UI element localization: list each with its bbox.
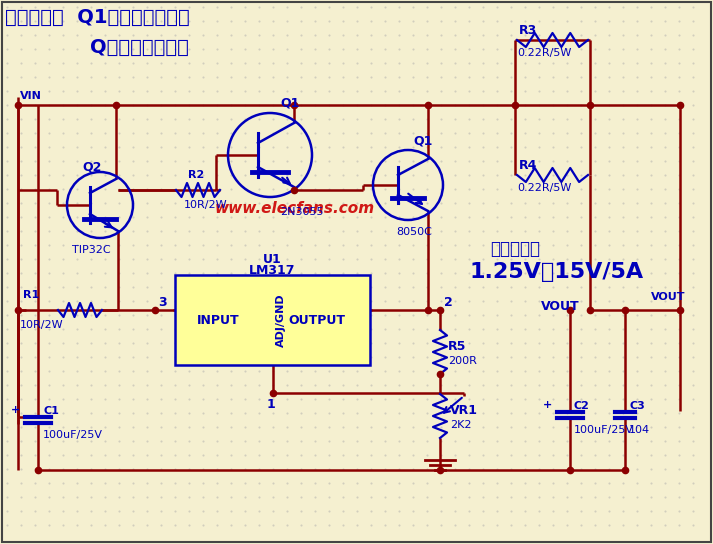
Text: 0.22R/5W: 0.22R/5W (517, 183, 571, 193)
Text: R3: R3 (519, 24, 538, 37)
Text: LM317: LM317 (250, 264, 296, 277)
Text: U1: U1 (263, 253, 282, 266)
Text: OUTPUT: OUTPUT (288, 313, 345, 326)
FancyBboxPatch shape (175, 275, 370, 365)
Text: 1: 1 (267, 398, 275, 411)
Text: 2N3055: 2N3055 (280, 207, 324, 217)
Text: 输出电压：  Q1足够大的散热片: 输出电压： Q1足够大的散热片 (5, 8, 190, 27)
Text: 8050C: 8050C (396, 227, 432, 237)
Text: TIP32C: TIP32C (72, 245, 111, 255)
Text: Q1: Q1 (413, 135, 432, 148)
Text: 输出电压：: 输出电压： (490, 240, 540, 258)
Text: www.elecfans.com: www.elecfans.com (215, 201, 375, 216)
Text: 10R/2W: 10R/2W (184, 200, 227, 210)
Text: R1: R1 (23, 290, 39, 300)
Text: C3: C3 (629, 401, 645, 411)
Text: VOUT: VOUT (651, 292, 685, 302)
Text: 2: 2 (444, 296, 453, 309)
Text: ADJ/GND: ADJ/GND (275, 293, 285, 347)
Text: VIN: VIN (20, 91, 42, 101)
Text: 3: 3 (158, 296, 167, 309)
Text: 104: 104 (629, 425, 650, 435)
Text: R2: R2 (188, 170, 204, 180)
Text: R4: R4 (519, 159, 538, 172)
Text: 100uF/25V: 100uF/25V (574, 425, 634, 435)
Text: 200R: 200R (448, 356, 477, 366)
Text: VOUT: VOUT (540, 300, 579, 313)
Text: 100uF/25V: 100uF/25V (43, 430, 103, 440)
Text: Q2: Q2 (82, 160, 101, 173)
Text: Q２适当的散热片: Q２适当的散热片 (90, 38, 189, 57)
Text: 10R/2W: 10R/2W (20, 320, 63, 330)
Text: 1.25V－15V/5A: 1.25V－15V/5A (470, 262, 644, 282)
Text: Q1: Q1 (280, 97, 299, 110)
Text: 0.22R/5W: 0.22R/5W (517, 48, 571, 58)
Text: VR1: VR1 (450, 404, 478, 417)
Text: C2: C2 (574, 401, 590, 411)
Text: INPUT: INPUT (197, 313, 240, 326)
Text: C1: C1 (43, 406, 59, 416)
Text: R5: R5 (448, 340, 466, 353)
Text: +: + (543, 400, 552, 410)
Text: 2K2: 2K2 (450, 420, 471, 430)
Text: +: + (11, 405, 20, 415)
